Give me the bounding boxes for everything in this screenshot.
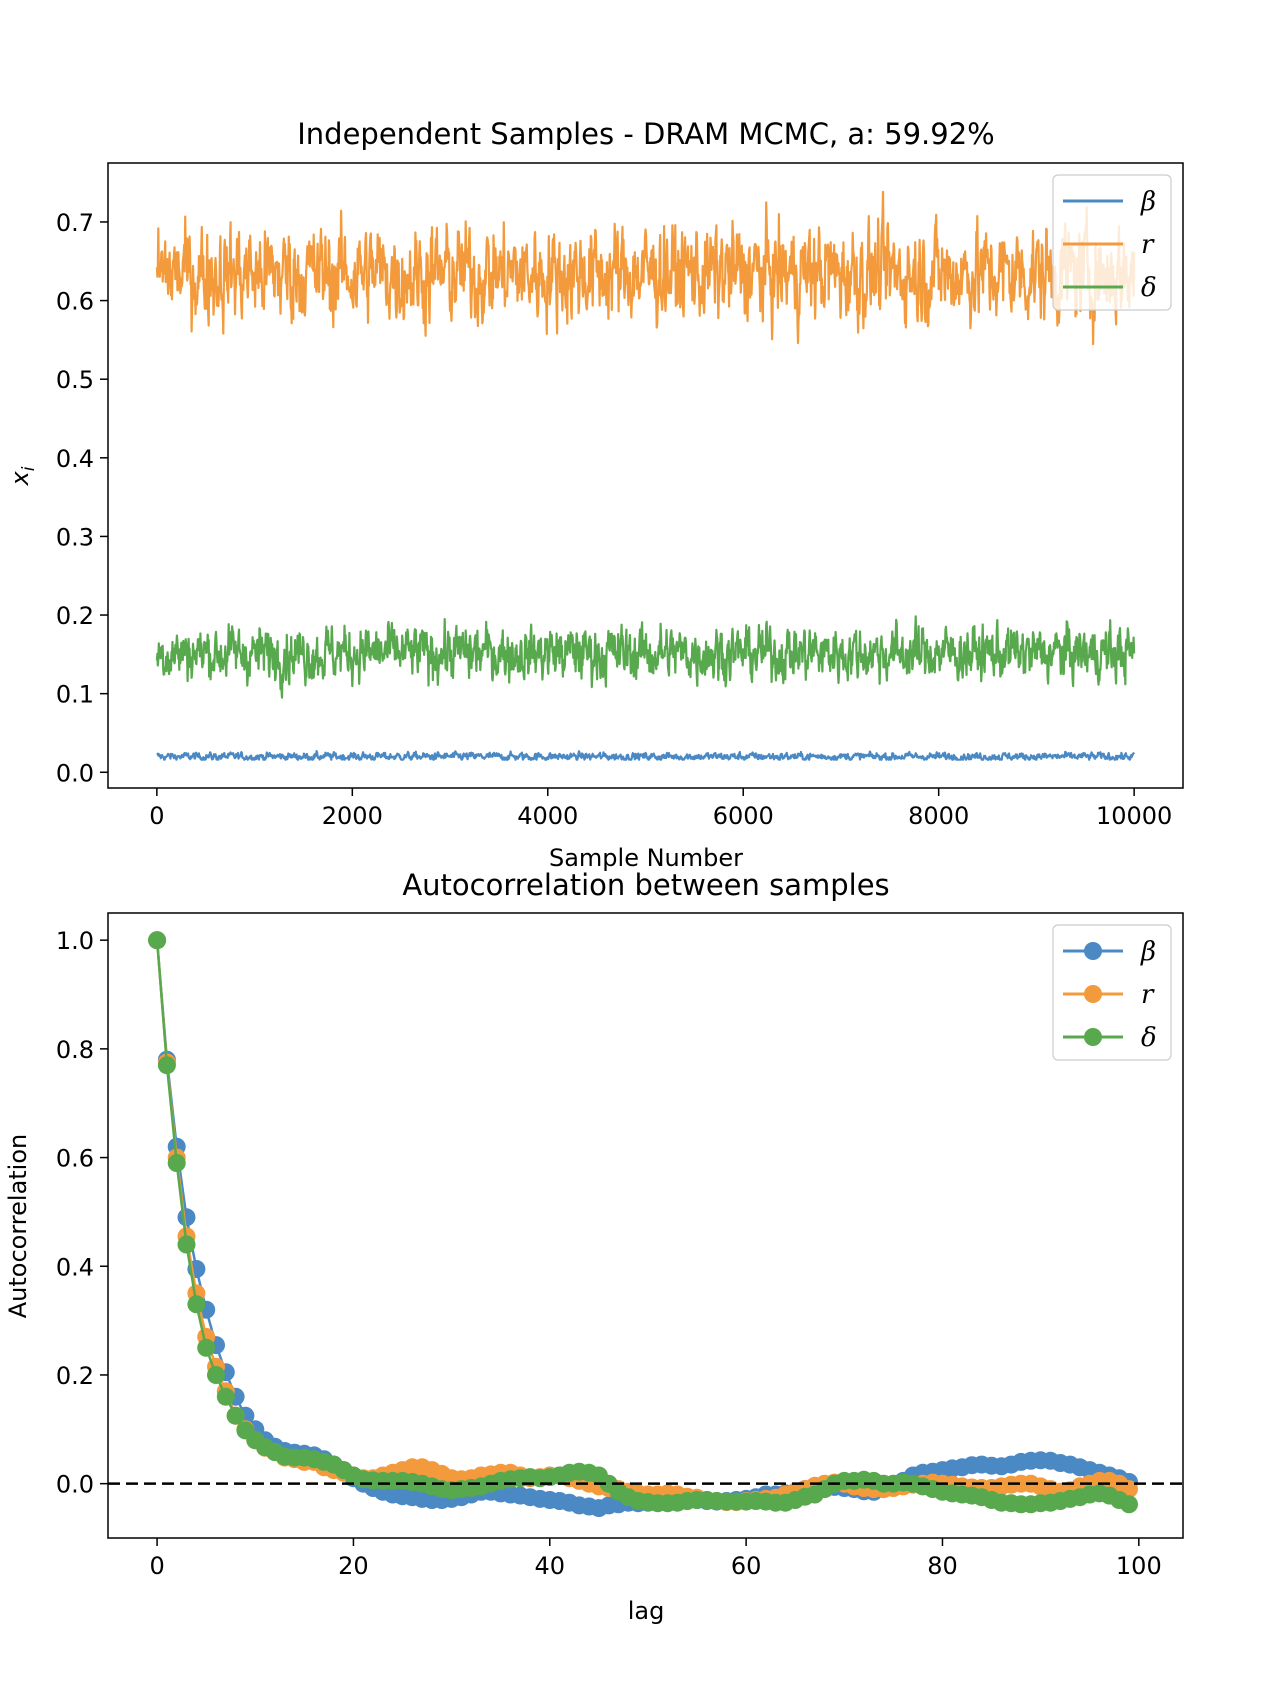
autocorrelation-point — [177, 1235, 196, 1254]
y-tick-label: 0.5 — [56, 366, 94, 394]
autocorrelation-ticks: 0 20 40 60 80 100 0.0 0.2 0.4 0.6 0.8 1.0 — [56, 927, 1162, 1580]
trace-plot-ticks: 0 2000 4000 6000 8000 10000 0.0 0.1 0.2 0.3 0.4 0.5… — [56, 209, 1172, 830]
autocorrelation-point — [216, 1387, 235, 1406]
autocorrelation-series-line — [155, 940, 1130, 1504]
autocorrelation-plot-area — [108, 931, 1183, 1518]
trace-series-line — [156, 749, 1136, 761]
y-tick-label: 0.0 — [56, 759, 94, 787]
autocorrelation-point — [157, 1056, 176, 1075]
y-tick-label: 0.2 — [56, 602, 94, 630]
autocorrelation-series-line — [155, 940, 1130, 1506]
legend-label: δ — [1141, 273, 1157, 303]
x-tick-label: 100 — [1116, 1552, 1162, 1580]
trace-plot-ylabel-main: xi — [6, 466, 39, 486]
x-tick-label: 80 — [927, 1552, 958, 1580]
autocorrelation-legend: βrδ — [1052, 924, 1172, 1061]
autocorrelation-panel: Autocorrelation between samples 0 20 40 60 8… — [4, 868, 1184, 1625]
trace-plot-panel: Independent Samples - DRAM MCMC, a: 59.9… — [6, 117, 1184, 872]
autocorrelation-point — [167, 1154, 186, 1172]
trace-plot-title: Independent Samples - DRAM MCMC, a: 59.9… — [297, 117, 994, 151]
trace-plot-legend: βrδ — [1052, 174, 1172, 311]
legend-marker — [1084, 942, 1102, 960]
autocorrelation-point — [1120, 1495, 1138, 1514]
y-tick-label: 0.0 — [56, 1471, 94, 1499]
autocorrelation-point — [148, 931, 167, 950]
y-tick-label: 0.8 — [56, 1036, 94, 1064]
legend-label: r — [1141, 230, 1155, 260]
autocorrelation-point — [226, 1406, 245, 1425]
trace-plot-ylabel: xi — [6, 466, 39, 486]
autocorrelation-point — [177, 1208, 196, 1227]
autocorrelation-point — [187, 1295, 206, 1314]
legend-label: β — [1140, 187, 1156, 217]
autocorrelation-ylabel: Autocorrelation — [4, 1134, 32, 1319]
x-tick-label: 8000 — [908, 802, 969, 830]
x-tick-label: 20 — [338, 1552, 369, 1580]
autocorrelation-point — [197, 1338, 216, 1357]
legend-label: δ — [1141, 1023, 1157, 1053]
trace-series-line — [155, 615, 1136, 699]
y-tick-label: 0.6 — [56, 1145, 94, 1173]
autocorrelation-title: Autocorrelation between samples — [402, 868, 889, 902]
x-tick-label: 2000 — [322, 802, 383, 830]
y-tick-label: 1.0 — [56, 927, 94, 955]
legend-label: β — [1140, 937, 1156, 967]
x-tick-label: 6000 — [713, 802, 774, 830]
autocorrelation-frame — [107, 912, 1184, 1539]
autocorrelation-xlabel: lag — [628, 1597, 665, 1625]
trace-plot-area — [155, 190, 1136, 761]
x-tick-label: 10000 — [1096, 802, 1172, 830]
trace-plot-frame — [107, 162, 1184, 789]
y-tick-label: 0.2 — [56, 1362, 94, 1390]
legend-marker — [1084, 985, 1102, 1003]
y-tick-label: 0.4 — [56, 445, 94, 473]
trace-series-line — [155, 190, 1136, 346]
x-tick-label: 4000 — [517, 802, 578, 830]
y-tick-label: 0.1 — [56, 681, 94, 709]
autocorrelation-point — [207, 1366, 225, 1384]
y-tick-label: 0.7 — [56, 209, 94, 237]
x-tick-label: 60 — [731, 1552, 762, 1580]
y-tick-label: 0.4 — [56, 1253, 94, 1281]
legend-label: r — [1141, 980, 1155, 1010]
y-tick-label: 0.3 — [56, 523, 94, 551]
y-tick-label: 0.6 — [56, 288, 94, 316]
legend-marker — [1084, 1028, 1102, 1046]
autocorrelation-series-line — [155, 940, 1130, 1510]
x-tick-label: 0 — [149, 1552, 164, 1580]
trace-plot-xlabel: Sample Number — [549, 844, 743, 872]
x-tick-label: 0 — [149, 802, 164, 830]
x-tick-label: 40 — [535, 1552, 566, 1580]
